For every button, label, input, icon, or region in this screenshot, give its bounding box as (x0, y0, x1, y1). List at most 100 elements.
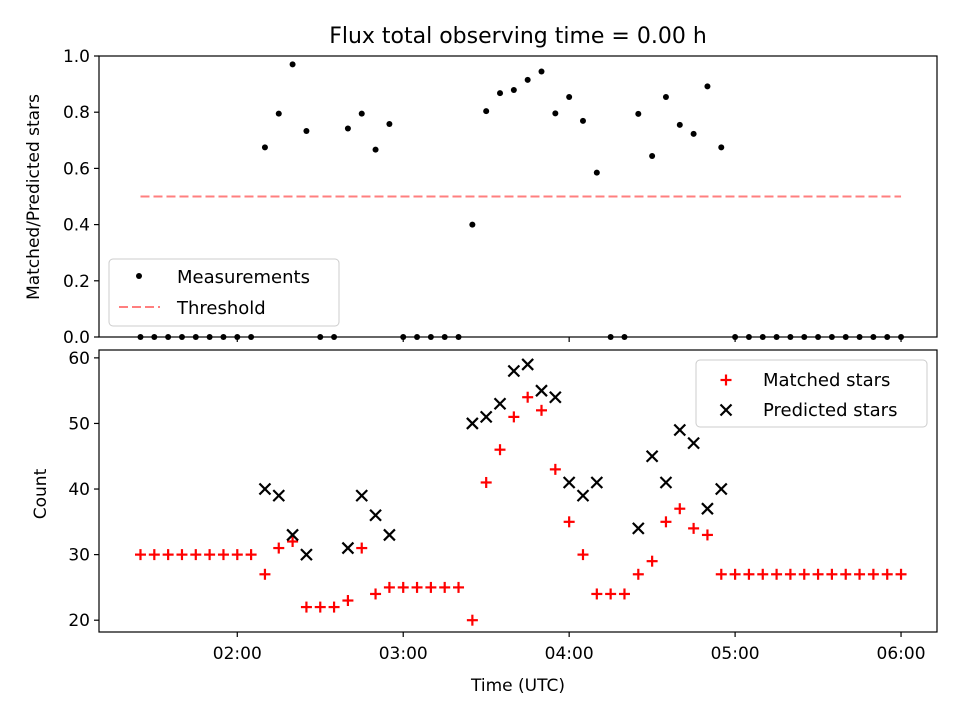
matched-star-point (895, 568, 907, 580)
matched-star-point (743, 568, 755, 580)
matched-star-point (715, 568, 727, 580)
matched-star-point (549, 463, 561, 475)
predicted-star-point-b (687, 436, 700, 450)
matched-star-point (522, 391, 534, 403)
bottom-legend-box (695, 359, 928, 428)
predicted-star-point (714, 482, 728, 496)
measurement-point (358, 110, 365, 117)
predicted-star-point (507, 364, 521, 378)
predicted-star-point (355, 489, 369, 502)
legend-measurements-marker (136, 273, 142, 279)
bottom-x-tick-label: 04:00 (545, 644, 594, 664)
matched-star-point (854, 568, 866, 580)
measurement-point (579, 117, 586, 124)
matched-star-point (494, 444, 506, 456)
measurement-point (289, 61, 296, 68)
matched-star-point (259, 568, 271, 580)
top-legend: Measurements Threshold (108, 258, 340, 327)
matched-star-point (245, 549, 257, 561)
legend-matched-label: Matched stars (763, 370, 890, 391)
x-axis-label: Time (UTC) (470, 676, 565, 696)
predicted-star-point-b (645, 449, 659, 463)
matched-star-point (466, 614, 478, 626)
predicted-star-point-b (507, 364, 521, 378)
matched-star-point (757, 568, 769, 580)
matched-star-point (273, 542, 285, 554)
matched-star-point (411, 581, 423, 593)
predicted-star-point (562, 476, 576, 489)
measurement-point (649, 153, 656, 160)
count-panel: Count Time (UTC) 20 30 40 50 60 02:00 03:00 04:… (31, 349, 938, 696)
matched-star-point (287, 535, 299, 547)
predicted-star-point-b (673, 423, 687, 437)
predicted-star-point-b (300, 548, 313, 561)
top-legend-box (108, 258, 340, 327)
predicted-star-point (576, 489, 590, 502)
matched-star-point (563, 516, 575, 528)
predicted-star-point (479, 410, 493, 424)
predicted-star-point-b (369, 508, 382, 522)
matched-star-point (508, 411, 520, 423)
measurement-point (566, 94, 573, 101)
matched-star-point (605, 588, 617, 600)
bottom-plot-frame (98, 349, 938, 633)
matched-star-point (729, 568, 741, 580)
top-y-tick-label: 1.0 (63, 47, 90, 67)
bottom-y-tick-label: 40 (68, 480, 90, 500)
matched-star-point (217, 549, 229, 561)
measurement-point (704, 83, 711, 90)
matched-star-point (867, 568, 879, 580)
legend-measurements-label: Measurements (177, 267, 310, 288)
matched-star-point (771, 568, 783, 580)
predicted-star-point (673, 423, 687, 437)
top-plot-frame (98, 55, 938, 338)
predicted-star-point (687, 436, 700, 450)
ratio-panel: Matched/Predicted stars 0.0 0.2 0.4 0.6 0.8 1… (24, 47, 938, 348)
predicted-star-point-b (272, 489, 286, 502)
matched-star-point (176, 549, 188, 561)
predicted-star-point-b (714, 482, 728, 496)
matched-star-point (342, 595, 354, 607)
matched-star-point (660, 516, 672, 528)
legend-matched-marker (720, 374, 732, 386)
predicted-star-point (341, 541, 355, 555)
predicted-star-point (272, 489, 286, 502)
matched-star-point (328, 601, 340, 613)
bottom-x-tick-label: 03:00 (379, 644, 428, 664)
predicted-star-point (383, 528, 396, 542)
measurement-point (386, 121, 393, 128)
predicted-star-point (645, 449, 659, 463)
predicted-star-point (535, 384, 548, 397)
matched-star-point (646, 555, 658, 567)
matched-star-point (535, 404, 547, 416)
top-y-tick-label: 0.2 (63, 272, 90, 292)
measurement-point (483, 108, 490, 115)
predicted-star-point (258, 482, 272, 496)
matched-star-point (618, 588, 630, 600)
measurement-point (524, 76, 531, 83)
matched-star-point (632, 568, 644, 580)
matched-star-point (798, 568, 810, 580)
measurement-point (372, 146, 379, 153)
matched-star-point (204, 549, 216, 561)
bottom-y-tick-label: 30 (68, 546, 90, 566)
matched-star-point (881, 568, 893, 580)
predicted-star-point-b (562, 476, 576, 489)
predicted-star-point-b (286, 528, 299, 542)
predicted-star-point (466, 417, 479, 430)
bottom-y-axis-label: Count (31, 468, 51, 519)
matched-star-point (190, 549, 202, 561)
matched-star-point (148, 549, 160, 561)
matched-star-point (577, 549, 589, 561)
measurement-point (510, 87, 517, 94)
top-y-tick-label: 0.8 (63, 103, 90, 123)
matched-star-point (701, 529, 713, 541)
bottom-x-tick-label: 02:00 (213, 644, 262, 664)
matched-star-point (480, 476, 492, 488)
measurement-point (552, 110, 559, 117)
predicted-star-point (369, 508, 382, 522)
matched-star-point (784, 568, 796, 580)
predicted-star-point-b (479, 410, 493, 424)
matched-star-point (314, 601, 326, 613)
matched-star-point (453, 581, 465, 593)
